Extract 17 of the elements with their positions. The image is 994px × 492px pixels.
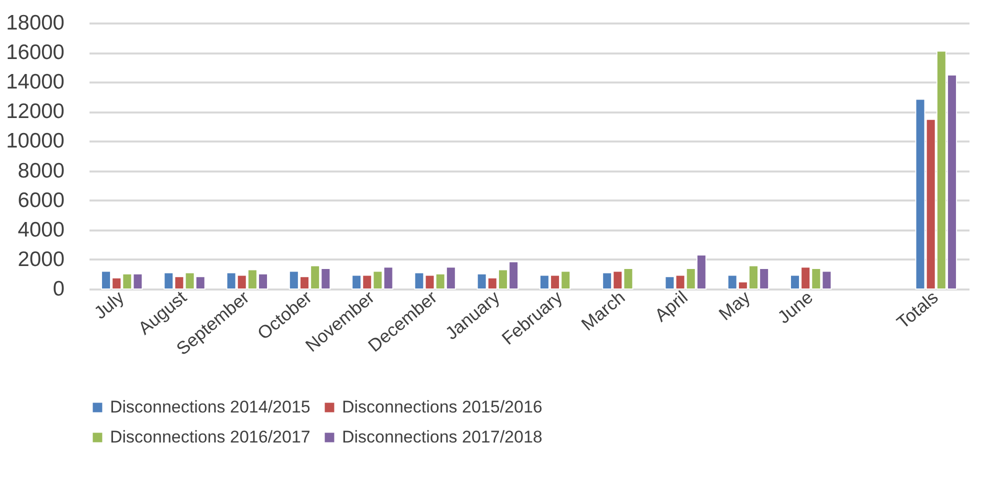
y-tick-label: 8000 xyxy=(18,159,64,182)
legend-label: Disconnections 2017/2018 xyxy=(342,428,542,446)
y-tick-label: 18000 xyxy=(6,12,64,34)
y-tick-label: 4000 xyxy=(18,218,64,242)
legend-label: Disconnections 2014/2015 xyxy=(110,398,310,417)
y-tick-label: 2000 xyxy=(18,248,64,271)
legend-label: Disconnections 2015/2016 xyxy=(342,398,542,417)
y-tick-label: 16000 xyxy=(6,41,64,64)
y-tick-label: 10000 xyxy=(6,130,64,153)
y-tick-label: 6000 xyxy=(18,188,64,212)
y-tick-label: 12000 xyxy=(6,100,64,124)
y-tick-label: 14000 xyxy=(6,70,64,94)
y-tick-label: 0 xyxy=(52,278,64,300)
legend-label: Disconnections 2016/2017 xyxy=(110,428,310,446)
x-tick-label: July xyxy=(90,287,128,323)
x-tick-label: June xyxy=(774,287,817,328)
x-tick-label: May xyxy=(715,287,754,324)
